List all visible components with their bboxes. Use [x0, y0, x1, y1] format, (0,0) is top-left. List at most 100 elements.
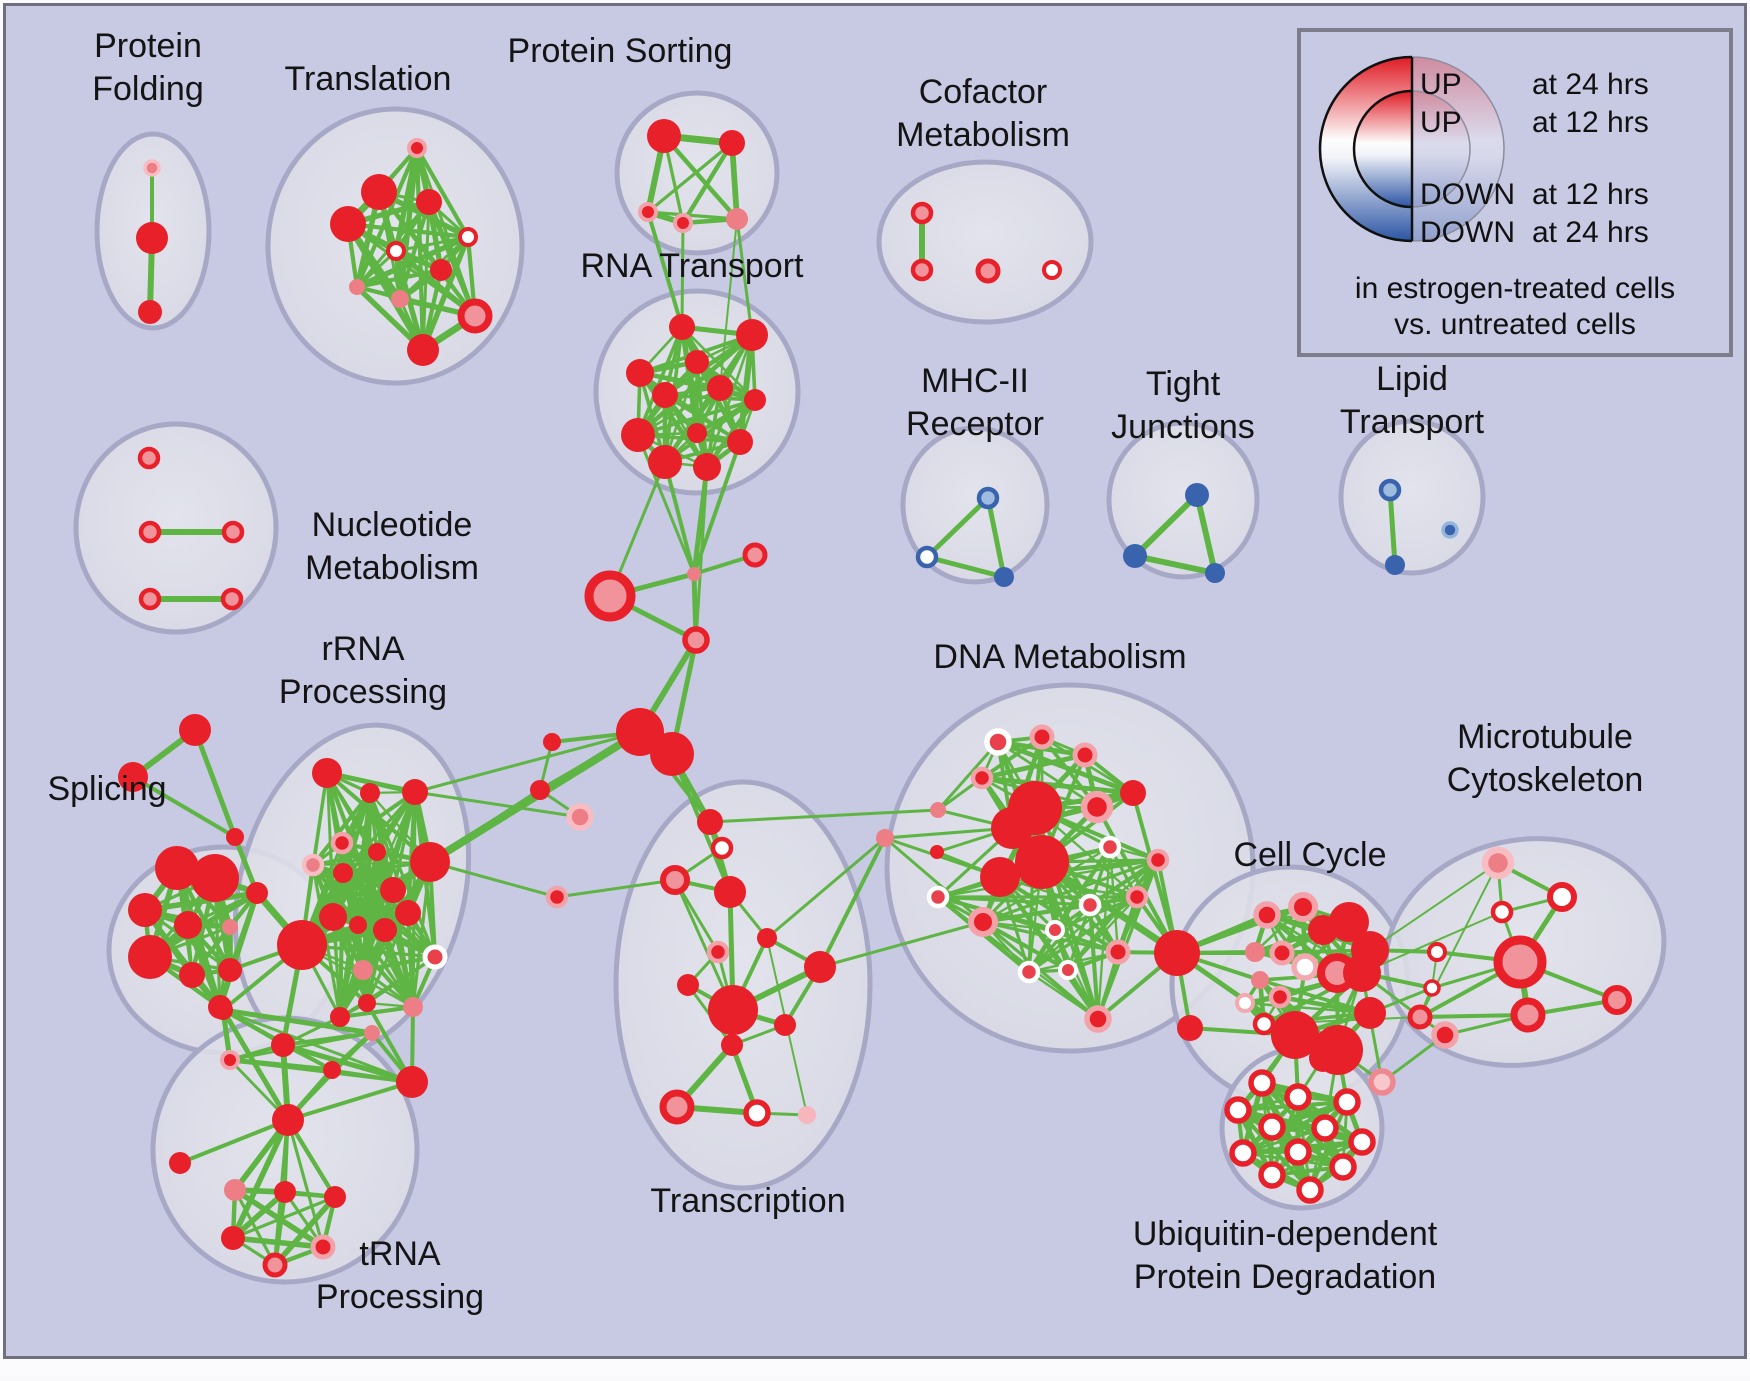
gene-node [687, 567, 701, 581]
cluster-label-protein_folding: Folding [92, 70, 204, 108]
cluster-label-mhc: Receptor [906, 405, 1044, 443]
legend-footnote: vs. untreated cells [1394, 308, 1636, 341]
gene-node [361, 174, 397, 210]
gene-node [1258, 1161, 1286, 1189]
interaction-edge [1038, 858, 1181, 957]
gene-node [1547, 882, 1577, 912]
interaction-edge [1361, 911, 1503, 974]
gene-node [430, 259, 452, 281]
interaction-edge [428, 860, 559, 899]
interaction-edge [221, 1008, 414, 1084]
gene-node [714, 876, 746, 908]
interaction-edge [719, 218, 738, 389]
interaction-edge [230, 1235, 326, 1250]
interaction-edge [1241, 1100, 1349, 1155]
cluster-label-dna: DNA Metabolism [933, 638, 1186, 676]
gene-node [220, 587, 244, 611]
gene-node [330, 206, 366, 242]
gene-node [1431, 1021, 1459, 1049]
gene-node [744, 389, 766, 411]
interaction-edge [646, 210, 684, 329]
interaction-edge [286, 1080, 414, 1122]
gene-node [1269, 940, 1295, 966]
interaction-edge [818, 920, 985, 969]
gene-node [1311, 1114, 1339, 1142]
gene-node [1333, 1088, 1361, 1116]
interaction-edge [883, 836, 985, 924]
gene-node [1354, 997, 1386, 1029]
cluster-label-nucleotide: Nucleotide [312, 506, 473, 544]
legend-glyph-left-half [1318, 55, 1412, 243]
interaction-edge [708, 808, 940, 824]
gene-node [312, 758, 342, 788]
gene-node [136, 222, 168, 254]
cluster-label-lipid: Lipid [1376, 360, 1448, 398]
gene-node [621, 418, 655, 452]
gene-node [1084, 1005, 1112, 1033]
interaction-edge [1194, 492, 1218, 576]
interaction-edge [365, 911, 410, 1005]
cluster-label-rna_transport: RNA Transport [581, 247, 805, 285]
gene-node [1146, 848, 1170, 872]
gene-node [1224, 1096, 1252, 1124]
gene-node [1205, 563, 1225, 583]
interaction-edge [1027, 806, 1037, 974]
gene-node [410, 842, 450, 882]
cluster-labels: Protein Folding Translation Protein Sorting… [47, 27, 1643, 1316]
gene-node [137, 446, 161, 470]
gene-node [616, 708, 664, 756]
interaction-edge [1418, 1013, 1530, 1019]
gene-node [1348, 1128, 1376, 1156]
gene-node [407, 138, 427, 158]
interaction-edge [661, 133, 740, 222]
interaction-edge [555, 878, 677, 899]
interaction-edge [337, 1004, 416, 1020]
gene-node [1185, 483, 1209, 507]
gene-node [1015, 835, 1069, 889]
gene-node [1291, 953, 1319, 981]
cluster-label-lipid: Transport [1340, 403, 1485, 441]
gene-node [1268, 985, 1292, 1009]
gene-node [1490, 900, 1514, 924]
interaction-edge [737, 332, 755, 445]
interaction-edge [996, 740, 1099, 809]
interaction-edge [637, 370, 710, 470]
cluster-label-microtubule: Cytoskeleton [1447, 761, 1644, 799]
gene-node [1378, 478, 1402, 502]
interaction-edge [190, 891, 259, 977]
gene-node [1481, 846, 1515, 880]
gene-node [143, 159, 161, 177]
legend-time-label: at 12 hrs [1532, 106, 1649, 139]
cluster-label-transcription: Transcription [650, 1182, 845, 1220]
gene-node [373, 918, 397, 942]
interaction-edge [1132, 553, 1218, 576]
legend: UP at 24 hrs UP at 12 hrs DOWN at 12 hrs DOWN a… [1297, 28, 1733, 357]
gene-node [727, 429, 753, 455]
gene-node [930, 802, 946, 818]
cluster-label-trna: tRNA [359, 1235, 441, 1273]
gene-node [1427, 942, 1447, 962]
interaction-edge [413, 730, 642, 794]
gene-node [1078, 893, 1102, 917]
gene-node [138, 587, 162, 611]
gene-node [1120, 780, 1146, 806]
interaction-edge [936, 895, 1120, 954]
interaction-edge [1387, 487, 1398, 568]
gene-node [707, 375, 733, 401]
gene-node [1245, 942, 1265, 962]
gene-node [368, 843, 386, 861]
gene-node [179, 962, 205, 988]
gene-node [323, 1061, 341, 1079]
gene-node [910, 258, 934, 282]
cluster-label-protein_folding: Protein [94, 27, 202, 65]
interaction-edge [646, 210, 739, 221]
interaction-edge [286, 1118, 325, 1249]
cluster-label-tight: Tight [1146, 365, 1221, 403]
gene-node [976, 486, 1000, 510]
legend-time-label: at 24 hrs [1532, 68, 1649, 101]
gene-node [179, 714, 211, 746]
gene-node [697, 809, 723, 835]
gene-node [330, 831, 354, 855]
cluster-label-rrna: Processing [279, 673, 447, 711]
